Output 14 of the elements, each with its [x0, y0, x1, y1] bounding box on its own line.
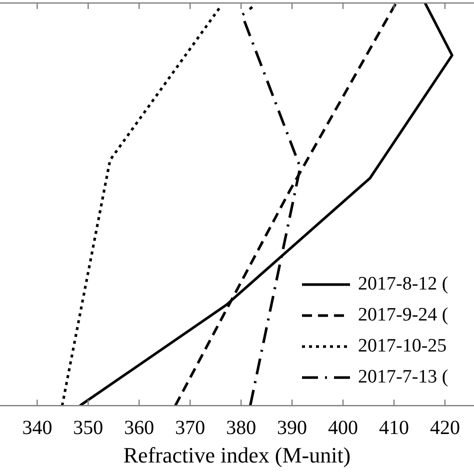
- x-tick-label: 380: [226, 416, 256, 439]
- legend-label: 2017-9-24 (: [358, 304, 448, 326]
- x-tick-label: 390: [277, 416, 308, 439]
- x-tick-label: 420: [430, 416, 460, 439]
- x-tick-label: 360: [124, 416, 154, 439]
- legend-label: 2017-10-25: [358, 336, 447, 357]
- legend-label: 2017-8-12 (: [358, 274, 448, 295]
- x-tick-label: 340: [22, 416, 52, 439]
- x-tick-label: 370: [175, 416, 206, 439]
- x-tick-label: 400: [328, 416, 358, 439]
- legend-label: 2017-7-13 (: [358, 366, 448, 388]
- x-tick-label: 350: [73, 416, 104, 439]
- x-axis-title: Refractive index (M-unit): [123, 442, 351, 468]
- x-tick-label: 410: [378, 416, 409, 439]
